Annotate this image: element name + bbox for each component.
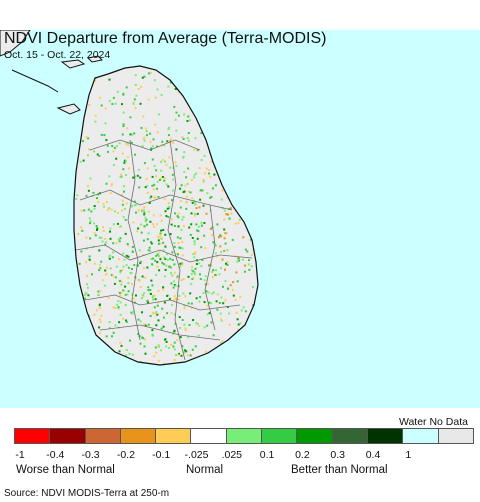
india-coast: [0, 30, 31, 57]
legend-class-normal: Normal: [186, 464, 224, 476]
legend-swatch: [49, 428, 86, 444]
legend-tick-label: 1: [405, 449, 412, 461]
legend-swatch: [155, 428, 192, 444]
legend-swatch: [261, 428, 298, 444]
legend-swatch: [366, 428, 404, 444]
map-date-range: Oct. 15 - Oct. 22, 2024: [4, 49, 111, 61]
ndvi-anomaly-pixels: [74, 66, 258, 365]
jaffna-islands: [60, 55, 104, 69]
data-source: Source: NDVI MODIS-Terra at 250-m: [4, 488, 170, 499]
map-title: NDVI Departure from Average (Terra-MODIS…: [4, 30, 327, 47]
map-area: NDVI Departure from Average (Terra-MODIS…: [0, 30, 480, 408]
legend-tick-label: -0.1: [152, 449, 171, 461]
legend-swatch: [296, 428, 333, 444]
legend-class-better: Better than Normal: [291, 464, 388, 476]
legend-tick-label: 0.4: [365, 449, 381, 461]
legend-tick-label: -0.4: [46, 449, 65, 461]
legend-swatch: [402, 428, 439, 444]
ndvi-map: [0, 30, 259, 366]
legend-classes: Worse than Normal Normal Better than Nor…: [0, 464, 480, 478]
legend-tick-label: 0.3: [330, 449, 345, 461]
legend-tick-label: 0.2: [295, 449, 310, 461]
adams-bridge: [11, 69, 59, 93]
sri-lanka-coastline: [73, 65, 259, 366]
legend-tick-label: .025: [221, 449, 243, 461]
legend-tick-label: -0.3: [81, 449, 100, 461]
legend-swatch: [437, 428, 474, 444]
water-no-data-label: Water No Data: [398, 416, 468, 428]
legend-swatch: [119, 428, 157, 444]
legend-tick-label: -1: [15, 449, 25, 461]
legend-swatch: [331, 428, 368, 444]
mannar-island: [56, 103, 81, 115]
legend-swatch: [190, 428, 227, 444]
district-borders: [75, 139, 253, 361]
legend-tick-label: -.025: [184, 449, 209, 461]
legend-class-worse: Worse than Normal: [16, 464, 115, 476]
legend-swatch: [84, 428, 121, 444]
legend-ticks: -1 -0.4 -0.3 -0.2 -0.1 -.025 .025 0.1 0.2 0.3 0.4 1: [0, 449, 480, 463]
legend-swatches: [14, 428, 474, 446]
legend-swatch: [14, 428, 51, 444]
legend-tick-label: -0.2: [116, 449, 135, 461]
legend-swatch: [225, 428, 263, 444]
legend: Water No Data -1 -0.4 -0.3 -0.2 -0.1 -.025 .02…: [0, 408, 480, 488]
legend-tick-label: 0.1: [259, 449, 275, 461]
